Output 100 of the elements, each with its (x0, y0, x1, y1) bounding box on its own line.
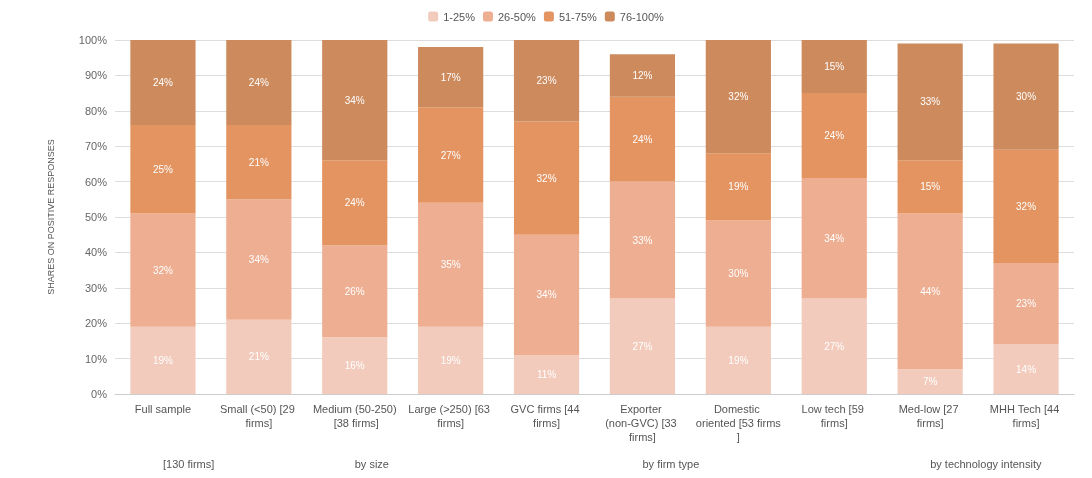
x-tick-label: MHH Tech [44 firms] (989, 403, 1063, 429)
data-label: 32% (1016, 200, 1037, 212)
text: by technology intensity (930, 457, 1042, 470)
data-label: 12% (632, 69, 653, 81)
data-label: 26% (344, 285, 365, 297)
bar (513, 121, 580, 235)
bar (993, 43, 1059, 150)
bar (609, 181, 676, 299)
bar (897, 160, 963, 214)
x-tick-label: Exporter (non-GVC) [33 firms] (605, 403, 680, 443)
data-label: 25% (152, 163, 174, 175)
bar (226, 124, 292, 200)
x-tick-label: Domestic oriented [53 firms] (695, 403, 782, 443)
data-label: 33% (632, 234, 653, 246)
bar (705, 40, 771, 154)
data-label: 11% (536, 369, 557, 381)
data-label: 35% (440, 259, 461, 271)
bar (801, 40, 867, 94)
legend-label: 1-25% (443, 10, 476, 23)
y-tick-label: 70% (84, 140, 108, 153)
bar (705, 220, 771, 327)
data-label: 24% (344, 197, 365, 209)
x-tick-label: Med-low [27 firms] (898, 403, 962, 429)
data-label: 16% (344, 360, 365, 372)
bar (897, 369, 963, 394)
x-tick-label: Full sample (134, 403, 192, 415)
data-label: 24% (824, 130, 845, 142)
data-label: 32% (728, 91, 749, 103)
data-label: 32% (152, 264, 174, 276)
y-tick-label: 60% (84, 175, 108, 188)
bar (993, 263, 1059, 345)
bar (705, 326, 771, 394)
bar (226, 40, 292, 125)
data-label: 21% (248, 156, 269, 168)
data-label: 34% (824, 232, 845, 244)
bar (322, 245, 388, 338)
y-tick-label: 90% (84, 69, 108, 82)
bar (226, 319, 292, 394)
legend-label: 76-100% (619, 10, 665, 23)
bar (322, 40, 388, 161)
x-tick-label: Small (<50) [29 firms] (219, 403, 298, 429)
data-label: 32% (536, 172, 557, 184)
text: [130 firms] (162, 457, 215, 470)
y-tick-label: 10% (84, 352, 108, 365)
bar (609, 96, 676, 182)
data-label: 34% (536, 289, 557, 301)
data-label: 19% (728, 181, 749, 193)
x-tick-label: Medium (50-250) [38 firms] (312, 403, 397, 429)
bar (609, 54, 676, 97)
bar (897, 213, 963, 370)
data-label: 33% (920, 96, 941, 108)
bar (993, 149, 1059, 264)
bar (801, 93, 867, 179)
bar (130, 124, 196, 214)
data-label: 23% (1016, 298, 1037, 310)
bar (418, 47, 484, 108)
bar (418, 202, 484, 327)
data-label: 30% (1016, 91, 1037, 103)
bar (322, 160, 388, 246)
data-label: 24% (248, 76, 269, 88)
y-axis-title: SHARES ON POSITIVE RESPONSES (45, 139, 56, 295)
legend-label: 51-75% (558, 10, 598, 23)
x-tick-label: GVC firms [44 firms] (510, 403, 583, 429)
data-label: 19% (440, 354, 461, 366)
bar (513, 40, 580, 122)
y-tick-label: 30% (84, 281, 108, 294)
data-label: 24% (632, 133, 653, 145)
data-label: 19% (728, 354, 749, 366)
data-label: 15% (824, 61, 845, 73)
bar (801, 178, 867, 299)
data-label: 14% (1016, 363, 1037, 375)
bar (609, 298, 676, 394)
bar (513, 234, 580, 356)
legend-label: 26-50% (497, 10, 537, 23)
data-label: 24% (152, 76, 174, 88)
x-tick-label: Large (>250) [63 firms] (408, 403, 493, 429)
data-label: 30% (728, 268, 749, 280)
x-tick-label: Low tech [59 firms] (801, 403, 867, 429)
y-tick-label: 20% (84, 317, 108, 330)
y-tick-label: 100% (78, 34, 108, 46)
data-label: 27% (440, 149, 461, 161)
data-label: 15% (920, 181, 941, 193)
bar (322, 337, 388, 394)
y-tick-label: 0% (91, 388, 108, 400)
data-label: 21% (248, 351, 269, 363)
bar (705, 153, 771, 221)
data-label: 27% (632, 340, 653, 352)
y-tick-label: 40% (84, 246, 108, 259)
text: by size (354, 457, 389, 470)
y-tick-label: 50% (84, 211, 108, 223)
bar (130, 326, 196, 394)
bar (130, 40, 196, 125)
data-label: 34% (344, 94, 365, 106)
data-label: 44% (920, 285, 941, 297)
bar (993, 344, 1059, 394)
data-label: 19% (152, 354, 174, 366)
bar (897, 43, 963, 161)
data-label: 34% (248, 253, 269, 265)
bar (226, 199, 292, 320)
data-label: 23% (536, 75, 557, 87)
